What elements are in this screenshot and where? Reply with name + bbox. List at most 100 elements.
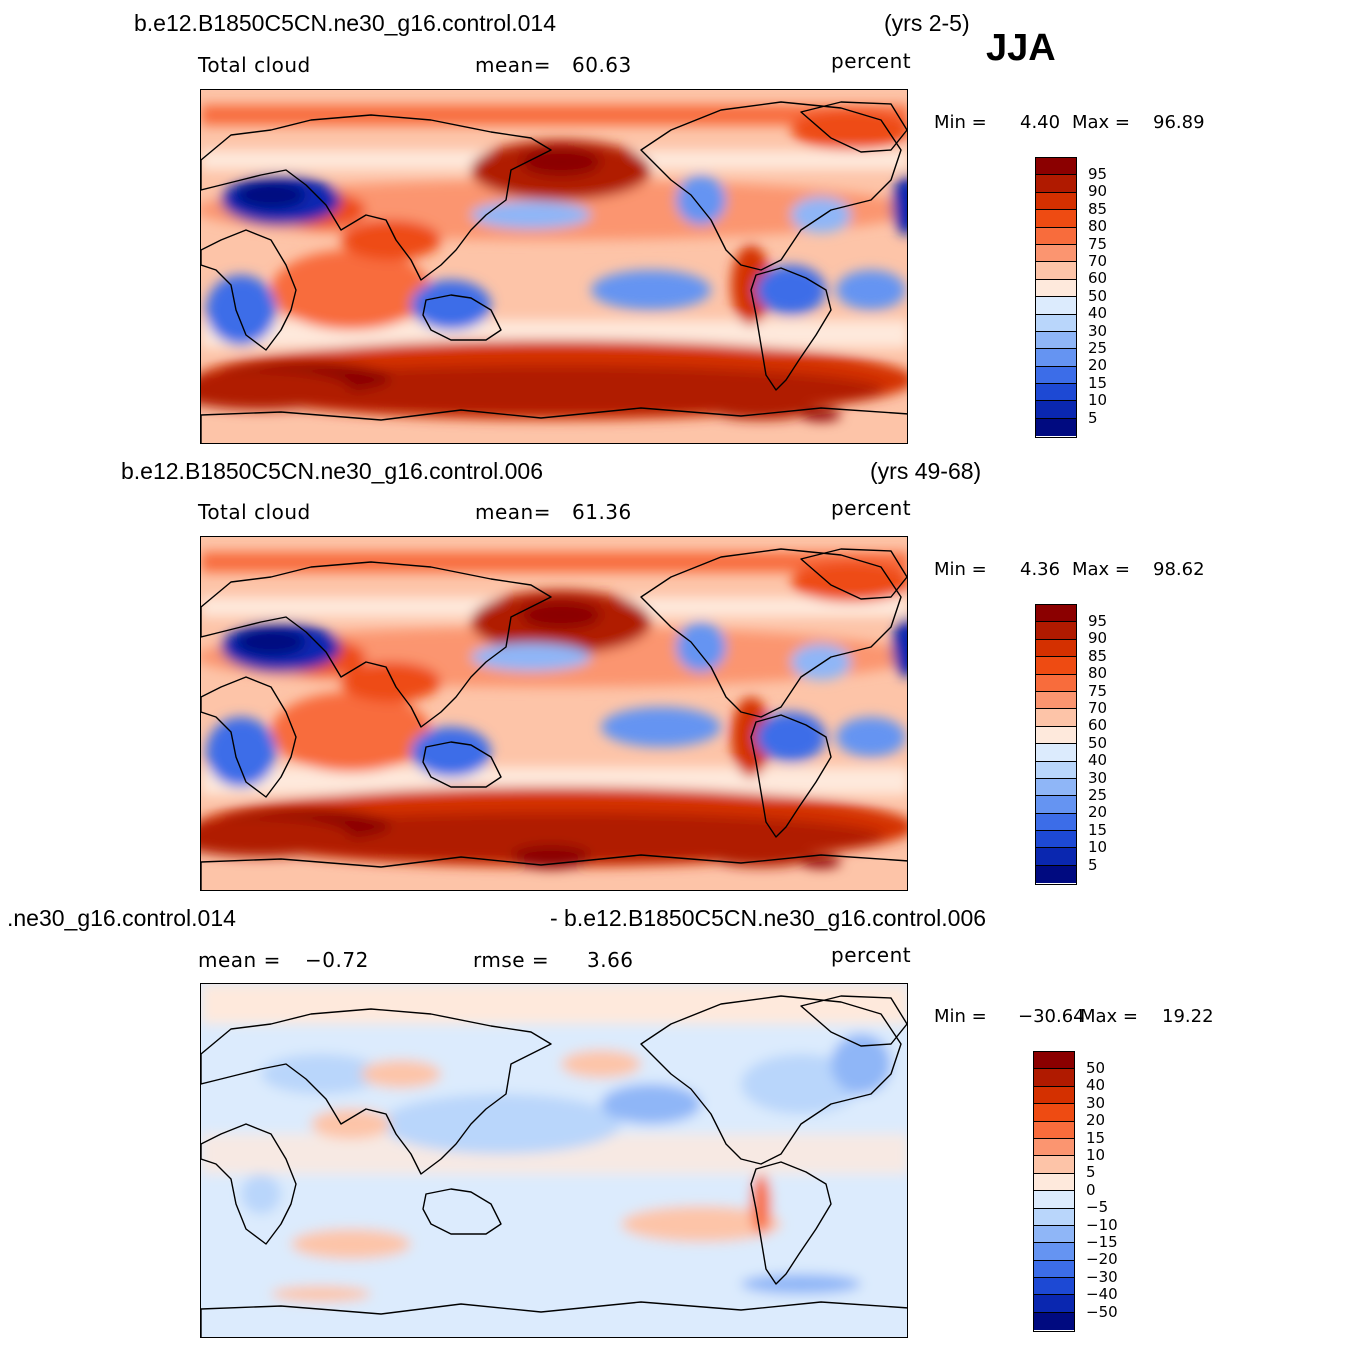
panel3-mean-label: mean = xyxy=(198,948,281,972)
colorbar-swatch xyxy=(1034,1191,1074,1209)
colorbar-tick-label: 0 xyxy=(1086,1180,1096,1199)
panel3-max-value: 19.22 xyxy=(1162,1006,1214,1027)
colorbar-tick-label: 5 xyxy=(1086,1163,1096,1182)
panel2-colorbar xyxy=(1035,604,1077,886)
panel3-min-label: Min = xyxy=(934,1006,987,1027)
colorbar-swatch xyxy=(1034,1208,1074,1226)
colorbar-tick-label: 30 xyxy=(1088,768,1108,787)
colorbar-swatch xyxy=(1036,175,1076,193)
colorbar-swatch xyxy=(1036,622,1076,640)
colorbar-tick-label: 25 xyxy=(1088,339,1108,357)
panel1-units: percent xyxy=(831,49,912,73)
panel1-map xyxy=(200,89,908,444)
colorbar-tick-label: 95 xyxy=(1088,165,1108,183)
colorbar-swatch xyxy=(1034,1243,1074,1261)
colorbar-swatch xyxy=(1036,297,1076,315)
colorbar-tick-label: 5 xyxy=(1088,855,1098,874)
colorbar-swatch xyxy=(1034,1312,1074,1331)
colorbar-tick-label: 5 xyxy=(1088,408,1098,427)
colorbar-tick-label: 20 xyxy=(1086,1111,1106,1130)
colorbar-tick-label: −40 xyxy=(1086,1285,1118,1304)
colorbar-tick-label: 20 xyxy=(1088,803,1108,822)
colorbar-tick-label: 10 xyxy=(1088,391,1108,410)
colorbar-swatch xyxy=(1034,1278,1074,1296)
panel1-years: (yrs 2-5) xyxy=(884,10,970,36)
colorbar-swatch xyxy=(1036,210,1076,228)
panel2-min-value: 4.36 xyxy=(1020,559,1061,580)
colorbar-swatch xyxy=(1036,384,1076,402)
colorbar-swatch xyxy=(1036,192,1076,211)
panel2-mean-value: 61.36 xyxy=(572,500,632,524)
panel1-mean-label: mean= xyxy=(475,53,551,77)
colorbar-tick-label: −50 xyxy=(1086,1302,1118,1321)
colorbar-tick-label: 80 xyxy=(1088,664,1108,683)
colorbar-swatch xyxy=(1034,1173,1074,1192)
colorbar-tick-label: 40 xyxy=(1088,304,1108,323)
panel2-map xyxy=(200,536,908,891)
colorbar-swatch xyxy=(1034,1052,1074,1070)
panel2-min-label: Min = xyxy=(934,559,987,580)
colorbar-swatch xyxy=(1036,657,1076,675)
colorbar-swatch xyxy=(1034,1260,1074,1279)
colorbar-tick-label: −30 xyxy=(1086,1267,1118,1286)
colorbar-tick-label: 60 xyxy=(1088,716,1108,735)
colorbar-swatch xyxy=(1036,691,1076,710)
panel2-mean-label: mean= xyxy=(475,500,551,524)
panel3-map xyxy=(200,983,908,1338)
colorbar-swatch xyxy=(1036,401,1076,419)
colorbar-tick-label: 30 xyxy=(1086,1093,1106,1112)
colorbar-swatch xyxy=(1036,418,1076,437)
colorbar-swatch xyxy=(1036,227,1076,245)
panel1-min-label: Min = xyxy=(934,112,987,133)
panel1-variable: Total cloud xyxy=(198,53,311,77)
colorbar-swatch xyxy=(1036,674,1076,692)
colorbar-swatch xyxy=(1036,848,1076,866)
panel2-max-value: 98.62 xyxy=(1153,559,1205,580)
colorbar-tick-label: 85 xyxy=(1088,199,1108,218)
colorbar-swatch xyxy=(1034,1104,1074,1122)
colorbar-tick-label: 80 xyxy=(1088,217,1108,236)
panel1-mean-value: 60.63 xyxy=(572,53,632,77)
panel1-colorbar xyxy=(1035,157,1077,439)
panel3-colorbar xyxy=(1033,1051,1075,1333)
panel3-case-right: - b.e12.B1850C5CN.ne30_g16.control.006 xyxy=(550,905,987,931)
colorbar-tick-label: 20 xyxy=(1088,356,1108,375)
colorbar-swatch xyxy=(1036,279,1076,298)
panel1-min-value: 4.40 xyxy=(1020,112,1061,133)
colorbar-tick-label: −15 xyxy=(1086,1233,1118,1251)
colorbar-tick-label: 90 xyxy=(1088,182,1108,201)
colorbar-tick-label: 40 xyxy=(1086,1076,1106,1095)
panel3-max-label: Max = xyxy=(1080,1006,1139,1027)
panel1-max-value: 96.89 xyxy=(1153,112,1205,133)
colorbar-swatch xyxy=(1034,1138,1074,1157)
colorbar-swatch xyxy=(1036,158,1076,176)
colorbar-swatch xyxy=(1036,831,1076,849)
colorbar-swatch xyxy=(1034,1156,1074,1174)
colorbar-swatch xyxy=(1036,331,1076,350)
colorbar-tick-label: −20 xyxy=(1086,1250,1118,1269)
colorbar-tick-label: 10 xyxy=(1088,838,1108,857)
colorbar-swatch xyxy=(1034,1225,1074,1244)
panel3-mean-value: −0.72 xyxy=(305,948,369,972)
colorbar-tick-label: 70 xyxy=(1088,699,1108,717)
colorbar-tick-label: 75 xyxy=(1088,234,1108,253)
colorbar-tick-label: −5 xyxy=(1086,1198,1109,1217)
panel1-case-title: b.e12.B1850C5CN.ne30_g16.control.014 xyxy=(134,10,556,36)
colorbar-swatch xyxy=(1034,1295,1074,1313)
panel3-min-value: −30.64 xyxy=(1018,1006,1085,1027)
panel1-max-label: Max = xyxy=(1072,112,1131,133)
colorbar-tick-label: 95 xyxy=(1088,612,1108,630)
colorbar-swatch xyxy=(1036,726,1076,745)
colorbar-tick-label: 15 xyxy=(1088,820,1108,839)
panel2-units: percent xyxy=(831,496,912,520)
colorbar-swatch xyxy=(1036,744,1076,762)
colorbar-swatch xyxy=(1036,709,1076,727)
colorbar-swatch xyxy=(1036,813,1076,832)
panel3-case-left: .ne30_g16.control.014 xyxy=(7,905,236,931)
panel2-case-title: b.e12.B1850C5CN.ne30_g16.control.006 xyxy=(121,458,543,484)
colorbar-tick-label: 50 xyxy=(1088,286,1108,305)
colorbar-swatch xyxy=(1036,366,1076,385)
colorbar-swatch xyxy=(1036,639,1076,658)
panel2-years: (yrs 49-68) xyxy=(870,458,982,484)
colorbar-tick-label: −10 xyxy=(1086,1215,1118,1234)
